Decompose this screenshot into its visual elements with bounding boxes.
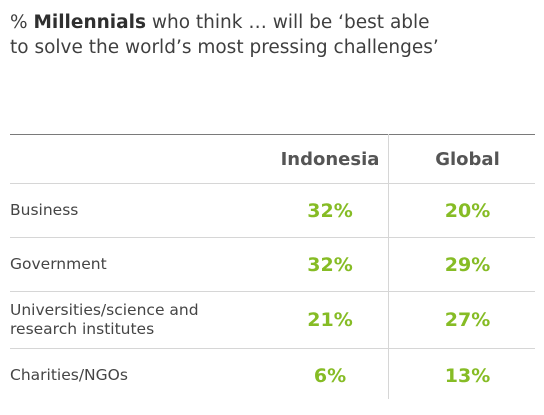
value-indonesia: 21% <box>307 309 353 331</box>
title-emphasis: Millennials <box>33 12 146 33</box>
value-global: 20% <box>444 199 491 222</box>
column-header-global: Global <box>435 148 500 170</box>
value-global: 29% <box>444 253 491 276</box>
title-prefix: % <box>10 12 34 33</box>
results-table: Indonesia Global Business 32% 20% Govern… <box>10 134 535 402</box>
row-label: Business <box>10 201 79 219</box>
column-divider <box>388 134 389 399</box>
value-indonesia: 32% <box>307 199 353 222</box>
value-global: 27% <box>444 309 491 331</box>
table-row: Government 32% 29% <box>10 238 535 292</box>
row-label: Government <box>10 255 107 273</box>
value-global: 13% <box>444 364 491 387</box>
table-row: Charities/NGOs 6% 13% <box>10 349 535 402</box>
row-label: Charities/NGOs <box>10 366 128 384</box>
table-header-row: Indonesia Global <box>10 135 535 184</box>
title-line-1: % Millennials who think … will be ‘best … <box>10 10 530 35</box>
title-line-2: to solve the world’s most pressing chall… <box>10 37 439 58</box>
table-row: Business 32% 20% <box>10 184 535 238</box>
chart-title: % Millennials who think … will be ‘best … <box>10 10 530 60</box>
table-row: Universities/science and research instit… <box>10 292 535 349</box>
row-label: Universities/science and research instit… <box>10 301 199 338</box>
value-indonesia: 6% <box>313 364 347 387</box>
value-indonesia: 32% <box>307 253 353 276</box>
column-header-indonesia: Indonesia <box>280 148 380 170</box>
title-rest: who think … will be ‘best able <box>145 12 430 33</box>
